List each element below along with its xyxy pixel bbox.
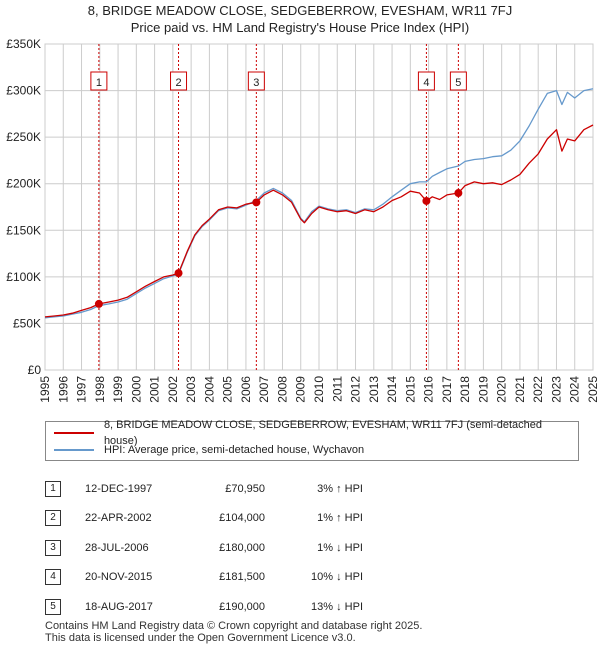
x-tick-label: 2015 xyxy=(403,376,417,403)
x-tick-label: 2009 xyxy=(294,376,308,403)
sale-price: £180,000 xyxy=(219,541,265,554)
x-tick-label: 2025 xyxy=(586,376,600,403)
sale-hpi-diff: 1% ↓ HPI xyxy=(317,541,363,554)
y-tick-label: £250K xyxy=(6,130,41,144)
sale-marker-box xyxy=(449,71,467,91)
legend-swatch-hpi xyxy=(54,449,94,451)
plot-border xyxy=(44,43,594,371)
x-tick-label: 2002 xyxy=(166,376,180,403)
legend-entry-hpi: HPI: Average price, semi-detached house,… xyxy=(54,442,364,458)
sales-table: 1 12-DEC-1997 £70,950 3% ↑ HPI 2 22-APR-… xyxy=(45,474,363,622)
legend-swatch-property xyxy=(54,432,94,434)
x-tick-label: 1997 xyxy=(75,376,89,403)
sale-number-badge: 3 xyxy=(45,539,61,556)
x-tick-label: 2018 xyxy=(458,376,472,403)
x-tick-label: 2003 xyxy=(184,376,198,403)
sale-marker-label: 1 xyxy=(96,77,102,89)
x-tick-label: 2017 xyxy=(440,376,454,403)
legend-label-property: 8, BRIDGE MEADOW CLOSE, SEDGEBERROW, EVE… xyxy=(103,419,543,447)
sale-marker-box xyxy=(417,71,435,91)
x-tick-label: 2021 xyxy=(513,376,527,403)
chart-title: 8, BRIDGE MEADOW CLOSE, SEDGEBERROW, EVE… xyxy=(0,2,600,36)
sale-date: 12-DEC-1997 xyxy=(85,482,153,495)
table-row: 2 22-APR-2002 £104,000 1% ↑ HPI xyxy=(45,504,363,534)
sale-number-badge: 2 xyxy=(45,510,61,527)
sale-date: 20-NOV-2015 xyxy=(85,571,153,584)
sale-marker-label: 4 xyxy=(423,77,429,89)
x-tick-label: 2007 xyxy=(257,376,271,403)
sale-price: £104,000 xyxy=(219,512,265,525)
sale-price: £181,500 xyxy=(219,571,265,584)
sale-hpi-diff: 10% ↓ HPI xyxy=(311,571,363,584)
y-tick-label: £200K xyxy=(6,177,41,191)
y-tick-label: £150K xyxy=(6,223,41,237)
sale-point xyxy=(174,269,183,278)
sale-date: 18-AUG-2017 xyxy=(85,600,153,613)
x-tick-label: 2019 xyxy=(476,376,490,403)
x-tick-label: 2014 xyxy=(385,376,399,403)
x-tick-label: 2011 xyxy=(330,376,344,402)
chart-title-line2: Price paid vs. HM Land Registry's House … xyxy=(130,20,470,35)
sale-marker-label: 2 xyxy=(175,77,181,89)
x-tick-label: 2000 xyxy=(129,376,143,403)
footer-line1: Contains HM Land Registry data © Crown c… xyxy=(45,620,423,632)
sale-marker-label: 5 xyxy=(455,77,461,89)
x-tick-label: 1999 xyxy=(111,376,125,403)
y-tick-label: £50K xyxy=(13,316,41,330)
x-tick-label: 2023 xyxy=(549,376,563,403)
sale-point xyxy=(94,299,103,308)
sale-number-badge: 1 xyxy=(45,480,61,497)
sale-marker-box xyxy=(90,71,108,91)
table-row: 1 12-DEC-1997 £70,950 3% ↑ HPI xyxy=(45,474,363,504)
x-tick-label: 1995 xyxy=(38,376,52,403)
table-row: 5 18-AUG-2017 £190,000 13% ↓ HPI xyxy=(45,592,363,622)
sale-number-badge: 4 xyxy=(45,569,61,586)
x-tick-label: 1998 xyxy=(93,376,107,403)
table-row: 3 28-JUL-2006 £180,000 1% ↓ HPI xyxy=(45,533,363,563)
sale-price: £190,000 xyxy=(219,600,265,613)
sale-point xyxy=(422,196,431,205)
sale-hpi-diff: 13% ↓ HPI xyxy=(311,600,363,613)
legend-entry-property: 8, BRIDGE MEADOW CLOSE, SEDGEBERROW, EVE… xyxy=(54,419,578,447)
sale-point xyxy=(454,189,463,198)
sale-point xyxy=(252,198,261,207)
y-tick-label: £100K xyxy=(6,270,41,284)
x-tick-label: 2013 xyxy=(367,376,381,403)
table-row: 4 20-NOV-2015 £181,500 10% ↓ HPI xyxy=(45,563,363,593)
price-chart: £0 £50K £100K £150K £200K £250K £300K £350K 1995… xyxy=(6,37,600,403)
series-line-hpi xyxy=(44,88,594,319)
sale-date: 22-APR-2002 xyxy=(85,512,152,525)
sale-hpi-diff: 1% ↑ HPI xyxy=(317,512,363,525)
chart-legend: 8, BRIDGE MEADOW CLOSE, SEDGEBERROW, EVE… xyxy=(45,419,579,461)
footer-line2: This data is licensed under the Open Gov… xyxy=(45,632,356,644)
sale-marker-label: 3 xyxy=(253,77,259,89)
x-tick-label: 2010 xyxy=(312,376,326,403)
x-tick-label: 2004 xyxy=(202,376,216,403)
legend-label-hpi: HPI: Average price, semi-detached house,… xyxy=(104,444,365,456)
y-tick-label: £300K xyxy=(6,84,41,98)
y-tick-label: £350K xyxy=(6,37,41,51)
sale-marker-box xyxy=(247,71,265,91)
sale-hpi-diff: 3% ↑ HPI xyxy=(317,482,363,495)
chart-title-line1: 8, BRIDGE MEADOW CLOSE, SEDGEBERROW, EVE… xyxy=(87,3,513,18)
x-tick-label: 2020 xyxy=(495,376,509,403)
sale-date: 28-JUL-2006 xyxy=(85,541,149,554)
x-tick-label: 2005 xyxy=(221,376,235,403)
series-line-property xyxy=(44,124,594,318)
y-tick-label: £0 xyxy=(28,363,42,377)
x-tick-label: 2012 xyxy=(349,376,363,403)
x-tick-label: 2024 xyxy=(568,376,582,403)
x-tick-label: 1996 xyxy=(56,376,70,403)
x-tick-label: 2006 xyxy=(239,376,253,403)
x-tick-label: 2022 xyxy=(531,376,545,403)
sale-price: £70,950 xyxy=(225,482,265,495)
x-tick-label: 2008 xyxy=(275,376,289,403)
attribution-footer: Contains HM Land Registry data © Crown c… xyxy=(45,620,422,644)
sale-marker-box xyxy=(170,71,188,91)
x-tick-label: 2016 xyxy=(422,376,436,403)
sale-number-badge: 5 xyxy=(45,598,61,615)
x-tick-label: 2001 xyxy=(148,376,162,403)
